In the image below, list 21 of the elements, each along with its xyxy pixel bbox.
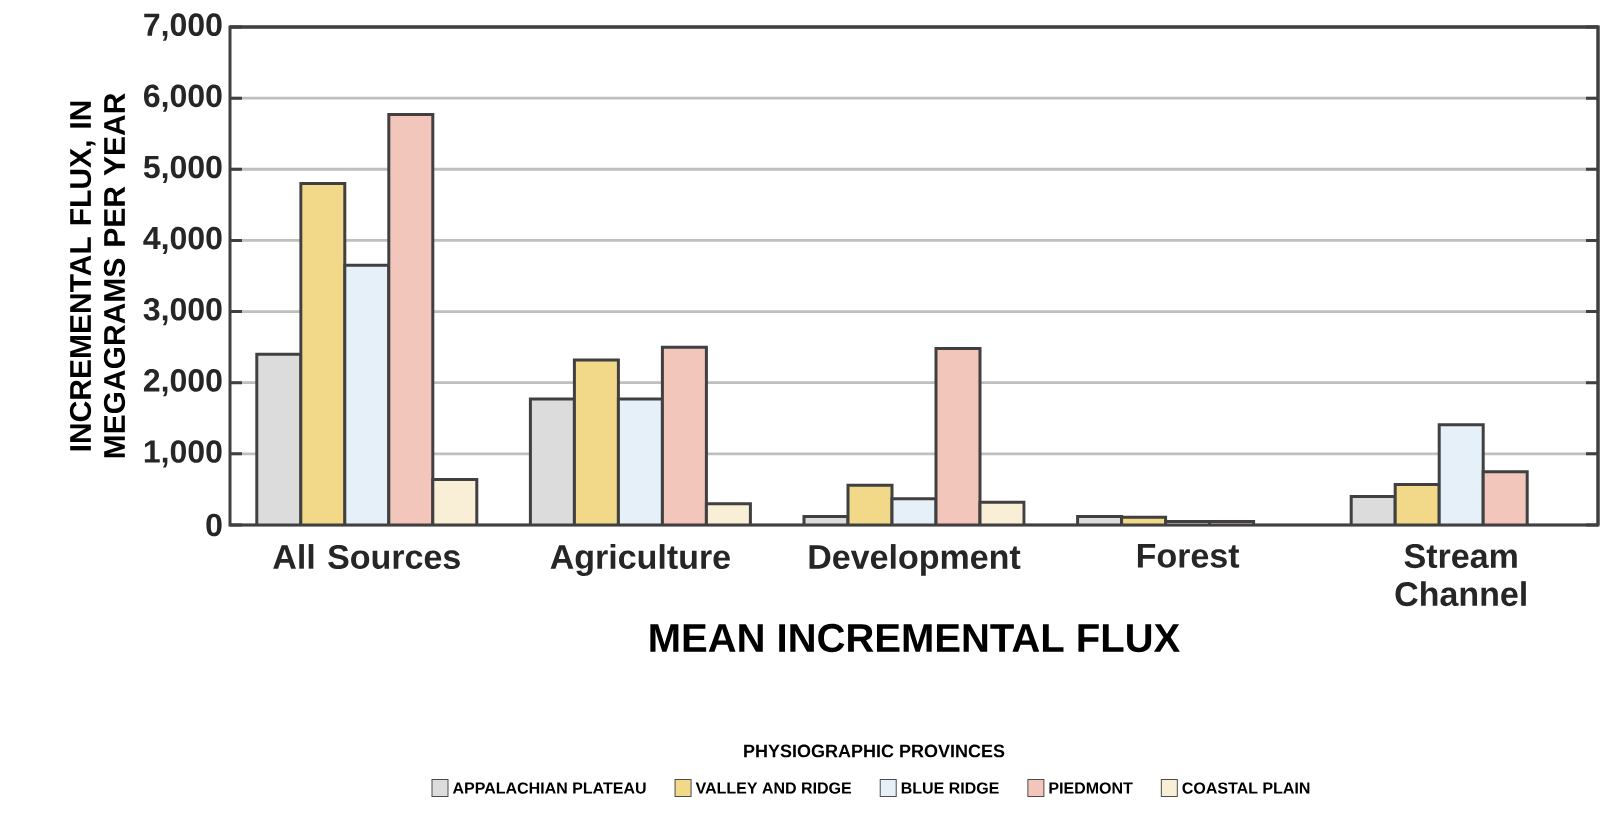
x-tick-label: Forest [1137,544,1240,568]
legend-label: VALLEY AND RIDGE [695,782,852,794]
legend-label: APPALACHIAN PLATEAU [452,782,646,794]
x-tick-label: Development [809,544,1021,576]
y-tick-label: 0 [206,513,222,537]
y-tick-label: 7,000 [144,13,222,41]
x-tick-label: Stream Channel [1395,544,1526,607]
y-axis-title: INCREMENTAL FLUX, IN MEGAGRAMS PER YEAR [69,93,126,458]
legend-title: PHYSIOGRAPHIC PROVINCES [744,744,1005,758]
y-tick-label: 4,000 [143,226,222,255]
legend-label: COASTAL PLAIN [1182,782,1310,794]
x-tick-label: All Sources [273,544,460,570]
y-tick-label: 1,000 [144,440,222,468]
legend-label: BLUE RIDGE [901,782,999,794]
x-axis-title: MEAN INCREMENTAL FLUX [650,623,1180,653]
legend-label: PIEDMONT [1049,782,1133,794]
y-tick-label: 5,000 [143,155,222,183]
y-tick-label: 6,000 [144,84,222,112]
y-tick-label: 2,000 [143,369,222,397]
y-tick-label: 3,000 [143,297,222,326]
x-tick-label: Agriculture [550,544,730,576]
